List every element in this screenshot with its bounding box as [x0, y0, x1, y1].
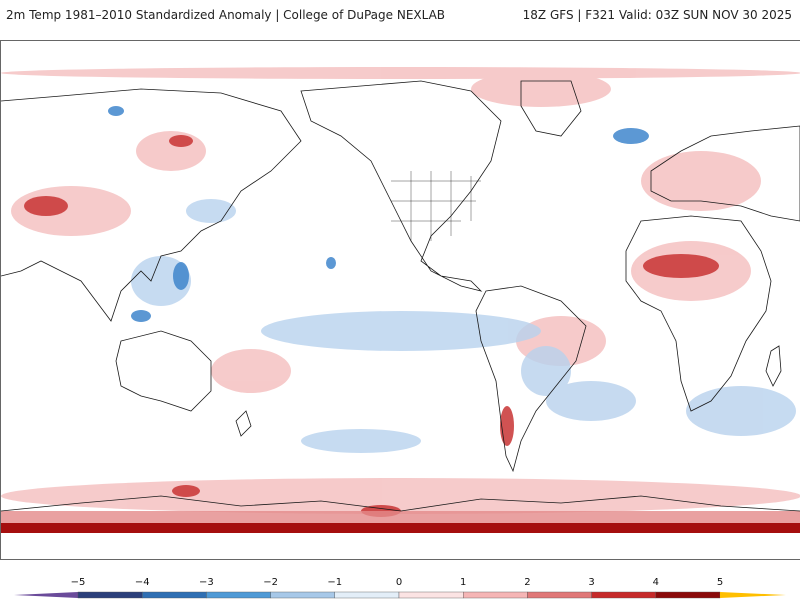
south-atlantic-cool [546, 381, 636, 421]
pacific-island-cold [326, 257, 336, 269]
colorbar: −5 −4 −3 −2 −1 0 1 2 3 4 5 [0, 570, 800, 600]
strong-cool-anomaly-regions [108, 106, 649, 322]
siberia-warm [136, 131, 206, 171]
colorbar-tick-label: −5 [71, 577, 86, 588]
map-title: 2m Temp 1981–2010 Standardized Anomaly |… [6, 8, 446, 22]
south-pacific-warm [211, 349, 291, 393]
southern-ocean-warm [1, 478, 800, 514]
colorbar-canvas: −5 −4 −3 −2 −1 0 1 2 3 4 5 [14, 577, 786, 599]
map-canvas [1, 67, 800, 533]
tropical-pacific-cool [261, 311, 541, 351]
siberia-hot [169, 135, 193, 147]
header: 2m Temp 1981–2010 Standardized Anomaly |… [0, 0, 800, 30]
antarctica-outline [1, 495, 800, 512]
colorbar-tick-label: 1 [460, 577, 466, 588]
new-zealand-outline [235, 410, 252, 437]
madagascar-outline [765, 345, 782, 387]
europe-warm [641, 151, 761, 211]
coastlines [1, 80, 800, 512]
colorbar-tick-label: 0 [396, 577, 402, 588]
colorbar-ticks: −5 −4 −3 −2 −1 0 1 2 3 4 5 [71, 577, 724, 588]
north-pacific-cool [186, 199, 236, 223]
southern-indian-cool [686, 386, 796, 436]
us-state-borders [391, 171, 481, 241]
colorbar-tick-label: −4 [135, 577, 150, 588]
anomaly-map [0, 40, 800, 560]
indonesia-cold [131, 310, 151, 322]
south-america-outline [475, 285, 587, 473]
colorbar-segment-m0 [334, 591, 400, 599]
north-america-outline [300, 80, 502, 292]
greenland-cold [613, 128, 649, 144]
colorbar-segment-p3 [591, 591, 656, 599]
europe-outline [650, 125, 800, 222]
cool-anomaly-regions [131, 199, 796, 453]
colorbar-segment-m2 [206, 591, 271, 599]
africa-outline [625, 215, 772, 412]
colorbar-tick-label: −1 [327, 577, 342, 588]
sahel-hot [643, 254, 719, 278]
colorbar-tick-label: 3 [588, 577, 594, 588]
arctic-warm-band [1, 67, 800, 79]
asia-outline [1, 88, 302, 322]
colorbar-segments [14, 591, 786, 599]
antarctic-hot-1 [172, 485, 200, 497]
colorbar-tick-label: 2 [524, 577, 530, 588]
colorbar-max-triangle [720, 592, 786, 598]
colorbar-segment-p4 [655, 591, 721, 599]
colorbar-tick-label: 5 [717, 577, 723, 588]
tibet-hot [24, 196, 68, 216]
colorbar-segment-m4 [77, 591, 143, 599]
colorbar-tick-label: −2 [263, 577, 278, 588]
colorbar-tick-label: −3 [199, 577, 214, 588]
antarctic-red-band [1, 511, 800, 523]
southern-ocean-cool [301, 429, 421, 453]
philippines-cold [173, 262, 189, 290]
colorbar-segment-p0 [398, 591, 464, 599]
colorbar-segment-p2 [527, 591, 592, 599]
colorbar-tick-label: 4 [653, 577, 659, 588]
arctic-warm-north-atlantic [471, 71, 611, 107]
australia-outline [115, 330, 212, 412]
greenland-outline [520, 80, 582, 137]
antarctic-dark-band [1, 523, 800, 533]
colorbar-min-triangle [14, 592, 78, 598]
model-run-info: 18Z GFS | F321 Valid: 03Z SUN NOV 30 202… [522, 8, 792, 22]
arctic-cold [108, 106, 124, 116]
colorbar-segment-m3 [141, 591, 207, 599]
colorbar-segment-m1 [270, 591, 336, 599]
colorbar-segment-p1 [463, 591, 528, 599]
